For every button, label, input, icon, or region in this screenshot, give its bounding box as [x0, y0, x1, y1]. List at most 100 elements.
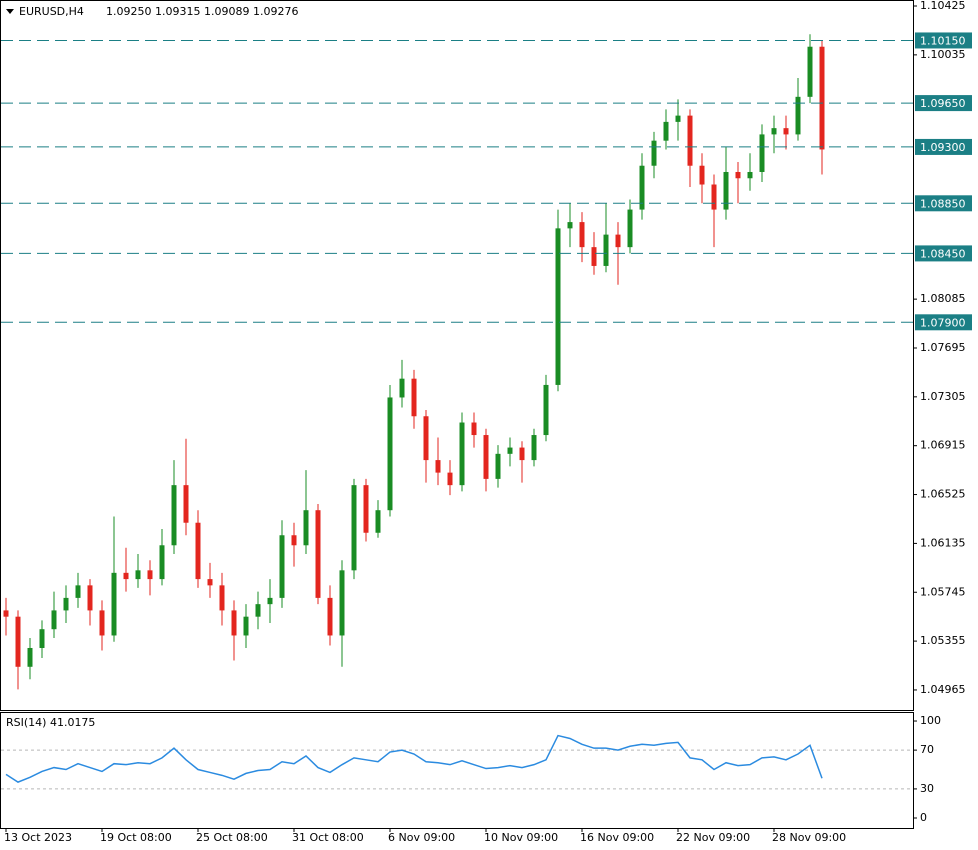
candle-body	[447, 472, 453, 486]
level-label: 1.07900	[920, 316, 966, 329]
candle-body	[207, 579, 213, 586]
x-tick-label: 16 Nov 09:00	[580, 831, 654, 844]
level-label: 1.08450	[920, 247, 966, 260]
candle-body	[135, 570, 141, 580]
candle-body	[147, 570, 153, 580]
menu-arrow[interactable]	[6, 9, 14, 14]
candle-body	[219, 585, 225, 611]
y-tick-label: 1.04965	[920, 683, 966, 696]
x-tick-label: 22 Nov 09:00	[676, 831, 750, 844]
candle-body	[711, 184, 717, 210]
candle-body	[555, 228, 561, 385]
level-label-box	[915, 138, 972, 155]
candle-body	[183, 485, 189, 523]
candle-body	[531, 435, 537, 461]
x-tick-label: 19 Oct 08:00	[100, 831, 172, 844]
x-tick-label: 25 Oct 08:00	[196, 831, 268, 844]
candle-body	[387, 397, 393, 511]
y-tick-label: 1.06525	[920, 488, 966, 501]
candle-body	[747, 171, 753, 179]
y-tick-label: 1.07305	[920, 390, 966, 403]
candle-body	[315, 510, 321, 598]
candle-body	[651, 140, 657, 166]
candle-body	[507, 447, 513, 454]
rsi-title: RSI(14) 41.0175	[6, 716, 95, 729]
quote: 1.09250 1.09315 1.09089 1.09276	[106, 5, 298, 18]
candle-body	[591, 247, 597, 266]
candle-body	[99, 610, 105, 636]
candle-body	[399, 378, 405, 398]
candle-body	[807, 46, 813, 97]
candle-body	[195, 522, 201, 580]
candle-body	[783, 128, 789, 135]
y-tick-label: 1.06915	[920, 439, 966, 452]
candle-body	[423, 416, 429, 461]
candle-body	[771, 128, 777, 135]
x-tick-label: 10 Nov 09:00	[484, 831, 558, 844]
candle-body	[159, 545, 165, 580]
candle-body	[627, 209, 633, 248]
candle-body	[363, 485, 369, 533]
candle-body	[543, 384, 549, 436]
candle-body	[435, 460, 441, 473]
x-tick-label: 13 Oct 2023	[4, 831, 72, 844]
candle-body	[483, 435, 489, 479]
candle-body	[735, 171, 741, 179]
candle-body	[579, 222, 585, 248]
candle-body	[411, 378, 417, 417]
candle-body	[615, 234, 621, 248]
candle-body	[675, 115, 681, 122]
candle-body	[291, 535, 297, 546]
candle-body	[723, 171, 729, 210]
candle-body	[459, 422, 465, 486]
y-tick-label: 1.10035	[920, 48, 966, 61]
candle-body	[327, 597, 333, 636]
y-tick-label: 1.08085	[920, 292, 966, 305]
y-tick-label: 70	[920, 743, 934, 756]
candle-body	[123, 572, 129, 580]
candle-body	[663, 121, 669, 141]
main-pane	[0, 0, 914, 711]
candle-body	[339, 570, 345, 636]
symbol: EURUSD,H4	[19, 5, 84, 18]
candle-body	[171, 485, 177, 546]
level-label: 1.09650	[920, 97, 966, 110]
candle-body	[567, 222, 573, 229]
y-tick-label: 30	[920, 782, 934, 795]
candle-body	[3, 610, 9, 617]
candle-body	[471, 422, 477, 436]
candle-body	[63, 597, 69, 611]
level-label-box	[915, 195, 972, 212]
candle-body	[795, 96, 801, 135]
rsi-pane	[0, 712, 914, 829]
candle-body	[699, 165, 705, 185]
candle-body	[519, 447, 525, 461]
level-label-box	[915, 95, 972, 112]
rsi-line	[5, 734, 823, 783]
candle-body	[231, 610, 237, 636]
candle-body	[351, 485, 357, 571]
y-tick-label: 0	[920, 811, 927, 824]
y-tick-label: 1.07695	[920, 341, 966, 354]
level-label: 1.10150	[920, 34, 966, 47]
y-tick-label: 1.06135	[920, 536, 966, 549]
candle-body	[759, 134, 765, 172]
level-label: 1.09300	[920, 141, 966, 154]
candle-body	[495, 453, 501, 479]
y-tick-label: 1.05745	[920, 585, 966, 598]
candle-body	[819, 46, 825, 150]
candle-body	[51, 610, 57, 630]
candle-body	[279, 535, 285, 598]
candle-body	[15, 616, 21, 667]
candle-body	[375, 510, 381, 533]
x-tick-label: 28 Nov 09:00	[772, 831, 846, 844]
y-tick-label: 100	[920, 714, 941, 727]
level-label-box	[915, 32, 972, 49]
candle-body	[87, 585, 93, 611]
candle-body	[639, 165, 645, 210]
candle-body	[243, 616, 249, 636]
candle-body	[303, 510, 309, 546]
x-tick-label: 31 Oct 08:00	[292, 831, 364, 844]
candle-body	[111, 572, 117, 636]
